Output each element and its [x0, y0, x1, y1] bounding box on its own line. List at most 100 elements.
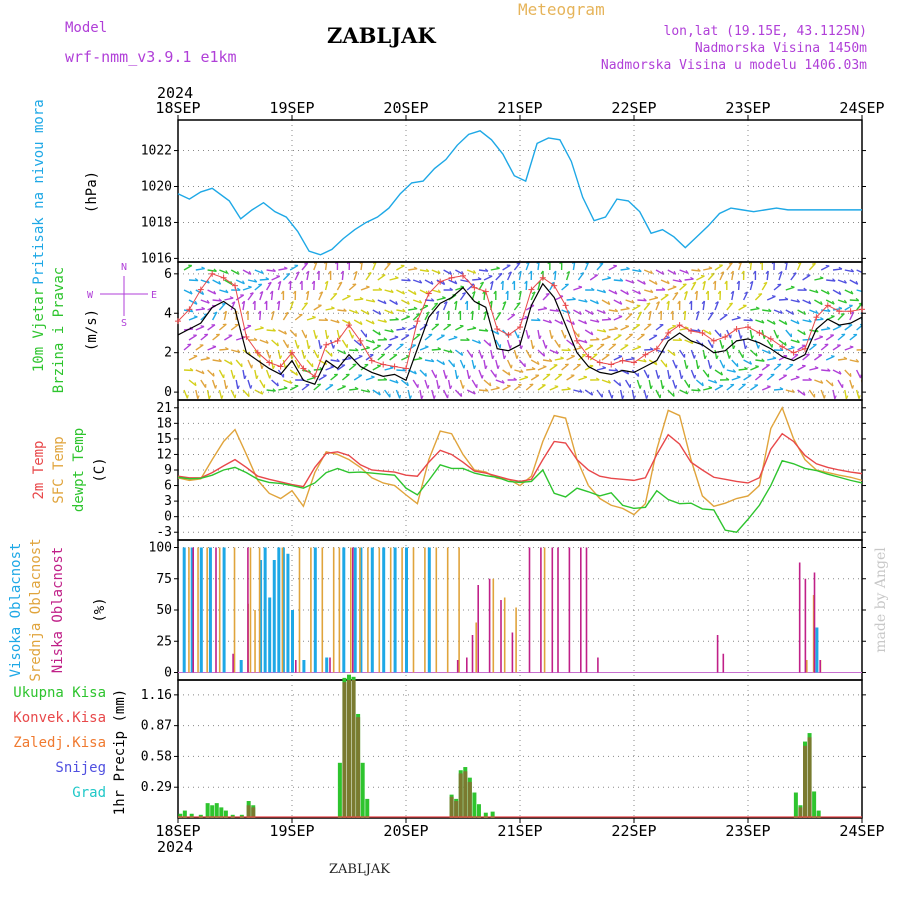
wind-arrow-head: [414, 370, 417, 375]
wind-arrow: [761, 349, 771, 355]
wind-arrow-head: [462, 292, 466, 295]
wind-arrow-head: [496, 266, 500, 269]
wind-arrow-head: [437, 270, 441, 274]
wind-arrow: [644, 289, 654, 294]
wind-arrow-head: [855, 358, 860, 363]
wind-arrow: [337, 309, 347, 312]
wind-arrow-head: [378, 331, 381, 336]
wind-arrow-head: [416, 313, 420, 315]
wind-arrow-head: [489, 382, 492, 387]
wind-arrow: [702, 329, 712, 335]
wind-arrow-head: [395, 301, 398, 305]
temp-panel-label-3: dewpt Temp: [71, 428, 87, 512]
wind-arrow-head: [673, 351, 676, 356]
wind-arrow: [436, 311, 440, 321]
wind-arrow-head: [543, 352, 546, 357]
wind-arrow: [407, 344, 417, 351]
wind-arrow-head: [473, 270, 477, 274]
cloud-bar: [258, 547, 261, 673]
wind-arrow: [419, 269, 429, 273]
cloud-bar: [382, 547, 386, 673]
wind-arrow: [554, 339, 561, 348]
wind-arrow: [490, 387, 500, 391]
wind-arrow-head: [666, 335, 670, 339]
wind-arrow: [554, 319, 564, 325]
wind-arrow-head: [189, 367, 194, 371]
wind-arrow-head: [695, 310, 700, 315]
wind-arrow-head: [473, 390, 476, 395]
wind-arrow: [684, 339, 694, 345]
wind-arrow: [495, 312, 502, 321]
wind-arrow: [294, 271, 300, 281]
wind-arrow-head: [201, 291, 205, 295]
wind-arrow-head: [508, 371, 511, 376]
wind-arrow-head: [851, 385, 855, 389]
wind-arrow: [613, 279, 623, 282]
wind-arrow-head: [462, 385, 465, 389]
wind-arrow: [690, 369, 696, 379]
wind-arrow: [337, 385, 346, 391]
wind-arrow: [655, 301, 660, 311]
wind-arrow-head: [732, 345, 736, 350]
wind-arrow: [542, 339, 547, 349]
wind-arrow: [695, 379, 704, 387]
wind-arrow-head: [567, 386, 571, 390]
wind-arrow: [207, 369, 215, 377]
wind-arrow-head: [212, 345, 217, 348]
wind-arrow-head: [449, 385, 453, 390]
precip-total-bar: [205, 803, 210, 818]
wind-arrow-head: [383, 300, 387, 304]
wind-arrow: [856, 269, 862, 274]
meteogram-label: Meteogram: [518, 0, 605, 19]
wind-arrow-head: [643, 298, 647, 302]
wind-arrow: [471, 339, 481, 345]
precip-conv-bar: [463, 771, 468, 818]
wind-arrow: [360, 363, 369, 371]
wind-arrow: [542, 293, 550, 301]
wind-arrow: [636, 333, 645, 341]
wind-arrow-head: [464, 300, 468, 305]
wind-arrow-head: [855, 280, 859, 285]
wind-arrow: [306, 291, 310, 301]
wind-arrow: [431, 289, 441, 294]
wind-arrow-head: [656, 301, 660, 305]
wind-arrow: [365, 339, 375, 344]
wind-arrow: [242, 389, 250, 398]
wind-arrow-head: [697, 328, 701, 332]
wind-arrow: [672, 359, 677, 369]
wind-arrow: [265, 369, 271, 379]
compass-east: E: [151, 290, 157, 301]
wind-arrow: [648, 379, 652, 389]
wind-arrow-head: [621, 395, 625, 400]
wind-arrow: [731, 271, 735, 281]
wind-arrow: [820, 265, 830, 271]
wind-arrow: [289, 280, 292, 291]
y-tick-label: 15: [156, 432, 172, 447]
wind-arrow: [643, 323, 652, 331]
wind-arrow: [813, 354, 823, 361]
wind-arrow-head: [354, 386, 359, 390]
wind-arrow: [519, 376, 529, 381]
wind-arrow: [814, 336, 824, 341]
wind-arrow: [325, 384, 334, 391]
wind-arrow: [301, 349, 306, 359]
wind-arrow-head: [693, 354, 696, 359]
wind-arrow-head: [868, 281, 870, 284]
wind-arrow-head: [470, 310, 474, 315]
wind-arrow: [490, 267, 500, 271]
wind-arrow-head: [484, 328, 489, 332]
wind-arrow-head: [680, 375, 684, 380]
wind-arrow-head: [626, 291, 629, 295]
wind-arrow-head: [407, 278, 411, 282]
precip-conv-bar: [454, 801, 459, 818]
wind-arrow-head: [779, 310, 783, 314]
wind-arrow: [330, 359, 340, 363]
wind-arrow: [837, 358, 848, 361]
precip-total-bar: [214, 803, 219, 818]
wind-arrow: [306, 359, 314, 368]
precip-total-bar: [490, 811, 495, 818]
wind-speed-line: [177, 282, 863, 385]
y-tick-label: 1018: [141, 215, 172, 230]
wind-arrow: [584, 309, 594, 316]
wind-arrow: [648, 311, 652, 321]
